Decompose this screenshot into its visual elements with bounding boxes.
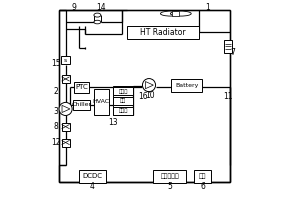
Text: 冷凝器: 冷凝器 [118,89,128,94]
Text: 冷蔓: 冷蔓 [120,98,126,103]
Text: 电机: 电机 [199,174,206,179]
Text: 15: 15 [51,59,61,68]
Bar [61,139,70,147]
Bar [113,107,133,115]
Bar [172,11,179,16]
Bar [94,89,109,115]
Text: 电机控制器: 电机控制器 [160,174,179,179]
Text: PTC: PTC [75,84,88,90]
Text: 14: 14 [97,3,106,12]
Bar [154,170,186,183]
Text: HT Radiator: HT Radiator [140,28,186,37]
Polygon shape [62,105,70,113]
Bar [73,100,90,110]
Text: 5: 5 [167,182,172,191]
Text: 7: 7 [230,48,235,57]
Text: Battery: Battery [175,83,198,88]
Bar [61,123,70,131]
Text: 8: 8 [53,122,58,131]
Ellipse shape [160,11,181,16]
Ellipse shape [94,20,101,24]
Text: HVAC: HVAC [93,99,110,104]
Text: 10: 10 [145,91,155,100]
Bar [127,26,199,39]
Text: Chiller: Chiller [71,102,92,107]
Text: 11: 11 [224,92,233,101]
Bar [79,170,106,183]
Circle shape [59,102,72,115]
Text: 9: 9 [71,3,76,12]
Text: s: s [64,58,67,63]
Text: 2: 2 [53,87,58,96]
Text: 1: 1 [205,3,210,12]
Ellipse shape [170,11,191,16]
Polygon shape [146,82,153,89]
Ellipse shape [94,13,101,17]
Bar [224,40,232,53]
Bar [113,97,133,105]
Bar [74,82,89,93]
Text: 13: 13 [108,118,118,127]
Circle shape [142,79,156,92]
Bar [113,86,133,115]
Bar [61,75,70,83]
Text: 16: 16 [138,92,148,101]
Text: 压缩机: 压缩机 [118,108,128,113]
Text: 3: 3 [53,107,58,116]
Text: 12: 12 [51,138,60,147]
Bar [113,87,133,95]
Text: 4: 4 [90,182,95,191]
Text: DCDC: DCDC [82,173,102,179]
Bar [171,79,202,92]
Text: 6: 6 [200,182,205,191]
Bar [194,170,211,183]
Bar [61,56,70,64]
